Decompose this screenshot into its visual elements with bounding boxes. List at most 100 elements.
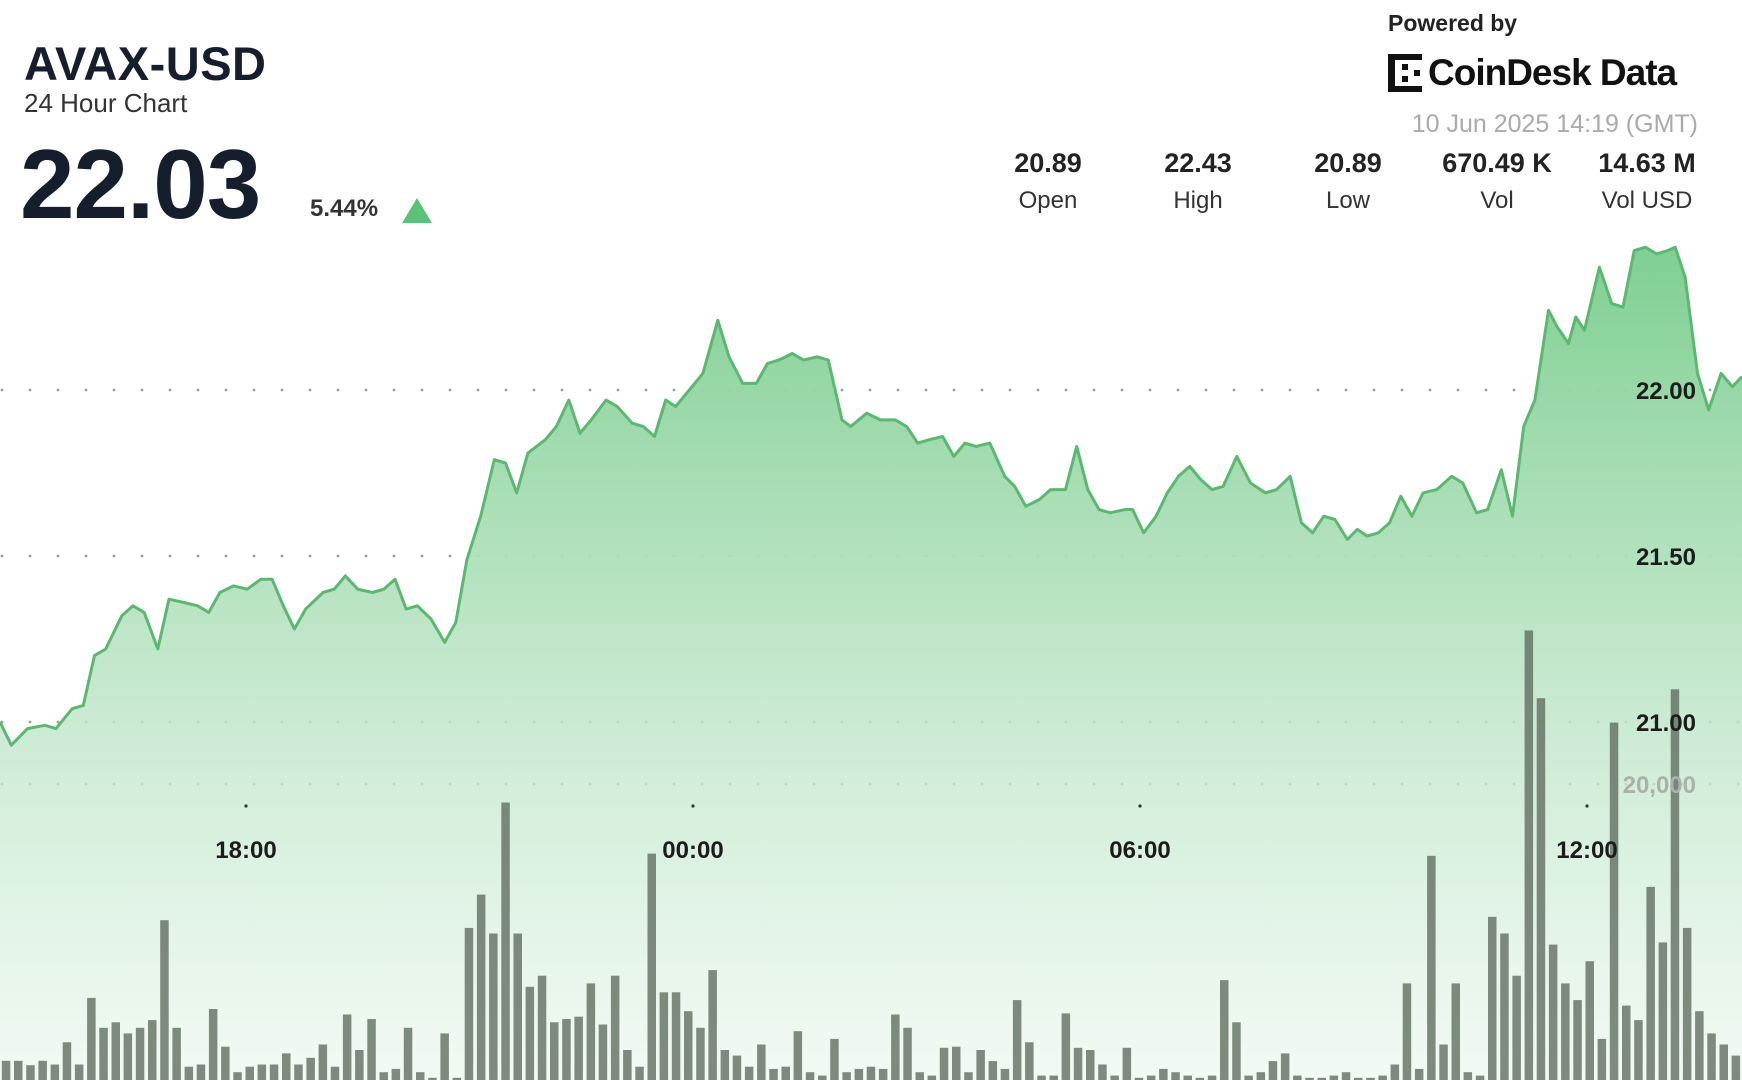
stat-label: Vol [1480,187,1514,214]
y-tick-label: 21.00 [1636,710,1696,737]
volume-bar [87,997,96,1080]
volume-bar [866,1066,876,1080]
volume-bar [1280,1053,1290,1080]
volume-bar [245,1066,254,1080]
volume-bar [1159,1068,1168,1080]
volume-bar [732,1055,742,1080]
volume-bar [610,975,620,1080]
grid-dot [364,554,368,558]
volume-bar [367,1019,376,1080]
volume-bar [184,1066,194,1080]
volume-bar [1414,1068,1424,1080]
volume-bar [550,1022,559,1080]
volume-bar [1682,927,1692,1080]
volume-bar [403,1027,413,1080]
stat-label: Open [1018,187,1078,214]
volume-bar [696,1027,705,1080]
volume-bar [50,1064,60,1080]
volume-bar [1378,1075,1387,1080]
x-tick-mark [691,804,695,808]
stat-value: 670.49 K [1442,148,1552,178]
volume-bar [330,1066,340,1080]
grid-dot [336,388,340,392]
volume-bar [476,894,486,1080]
stat-value: 20.89 [1314,148,1382,178]
grid-dot [1456,388,1460,392]
logo-text: CoinDesk Data [1428,52,1677,93]
volume-bar [1317,1077,1326,1080]
coindesk-data-logo[interactable]: CoinDesk Data [1388,52,1677,94]
volume-bar [1049,1075,1058,1080]
volume-bar [891,1014,900,1080]
grid-dot [56,554,60,558]
price-line [0,245,1742,747]
grid-dot [0,388,4,392]
volume-bar [830,1038,839,1080]
y-tick-label: 21.50 [1636,544,1696,571]
grid-dot [112,388,116,392]
grid-dot [1260,388,1264,392]
volume-bar [1329,1075,1339,1080]
powered-by-label: Powered by [1388,10,1518,36]
volume-bar [1597,1038,1607,1080]
grid-dot [1176,388,1180,392]
volume-bar [659,992,669,1080]
volume-bar [1609,722,1619,1080]
volume-bar [1475,1075,1485,1080]
volume-bar [1146,1075,1156,1080]
volume-bar [391,1068,401,1080]
volume-bar [1695,1011,1704,1080]
volume-bar [1548,944,1558,1080]
volume-bar [1512,975,1521,1080]
volume-bar [781,1066,790,1080]
volume-bar [1402,983,1412,1080]
volume-bar [818,1075,827,1080]
grid-dot [476,388,480,392]
grid-dot [1064,388,1068,392]
volume-bar [757,1044,766,1080]
volume-bar [1305,1077,1314,1080]
grid-dot [1316,388,1320,392]
y-tick-label: 22.00 [1636,378,1696,405]
grid-dot [980,388,984,392]
volume-bar [1427,855,1436,1080]
x-tick-label: 12:00 [1556,837,1617,864]
grid-dot [168,554,172,558]
triangle-up-icon [402,198,432,223]
volume-bar [623,1050,632,1080]
stat-high: 22.43 High [1123,148,1273,215]
volume-bar [1622,1005,1631,1080]
volume-bar [160,920,169,1080]
x-tick-mark [1585,804,1589,808]
grid-dot [252,554,256,558]
volume-bar [501,802,510,1080]
volume-bar [452,1077,462,1080]
volume-bar [903,1027,912,1080]
x-tick-label: 18:00 [215,837,276,864]
volume-bar [793,1031,803,1080]
volume-bar [1195,1077,1205,1080]
volume-bar [574,1016,583,1080]
volume-tick-label: 20,000 [1623,772,1696,799]
volume-bar [1366,1077,1375,1080]
grid-dot [1372,388,1376,392]
volume-bar [964,1072,973,1080]
x-tick-mark [244,804,248,808]
grid-dot [308,554,312,558]
volume-bar [1,1060,11,1080]
grid-dot [196,388,200,392]
volume-bar [635,1066,644,1080]
volume-bar [123,1033,133,1080]
price-change-percent: 5.44% [310,195,379,222]
stat-value: 14.63 M [1598,148,1696,178]
volume-bar [1719,1044,1728,1080]
volume-bar [684,1011,693,1080]
volume-bar [342,1014,352,1080]
volume-bar [1341,1072,1351,1080]
volume-bar [1573,1000,1582,1080]
volume-bar [416,1072,425,1080]
volume-bar [1086,1050,1095,1080]
grid-dot [840,388,844,392]
stat-value: 20.89 [1014,148,1082,178]
